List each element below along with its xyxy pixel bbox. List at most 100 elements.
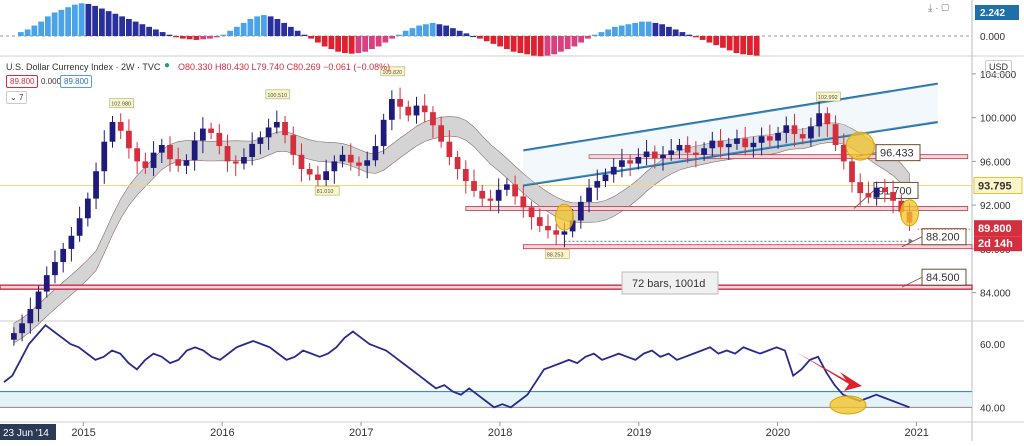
candle-body xyxy=(43,275,50,292)
candle-body xyxy=(421,105,428,113)
macd-bar xyxy=(618,25,625,36)
x-tick-label: 2020 xyxy=(766,427,790,439)
pivot-annotation-label: 100.510 xyxy=(267,93,287,99)
rsi-highlight-marker xyxy=(829,395,867,415)
candle-body xyxy=(257,137,264,144)
macd-bar xyxy=(389,36,396,39)
macd-bar xyxy=(686,34,693,36)
currency-button[interactable]: USD xyxy=(985,60,1013,74)
candle-body xyxy=(454,157,461,170)
lock-icon[interactable]: ⤓ xyxy=(928,3,933,14)
candle-body xyxy=(561,231,568,235)
measure-box xyxy=(621,271,719,295)
macd-bar xyxy=(159,32,166,36)
candle-body xyxy=(397,99,403,107)
macd-bar xyxy=(450,28,456,36)
moving-average-cloud xyxy=(13,116,910,344)
channel-lower-line xyxy=(523,120,938,187)
candle-body xyxy=(298,154,305,170)
macd-bar xyxy=(355,36,362,53)
last-price-badge xyxy=(974,220,1022,237)
macd-bar xyxy=(753,36,760,56)
macd-bar xyxy=(99,8,105,36)
pivot-annotation-box xyxy=(109,98,134,108)
macd-bar xyxy=(747,36,753,55)
macd-bar xyxy=(612,26,618,36)
macd-bar xyxy=(301,34,308,36)
macd-bar xyxy=(740,36,747,55)
macd-bar xyxy=(713,36,720,46)
pivot-annotation-label: 88.253 xyxy=(547,253,564,259)
chip-right[interactable]: 89.800 xyxy=(60,75,93,88)
candle-body xyxy=(890,192,896,201)
chip-left[interactable]: 89.800 xyxy=(6,75,39,88)
macd-bar xyxy=(645,21,652,36)
highlight-marker xyxy=(845,131,875,161)
candle-body xyxy=(545,225,551,231)
candle-body xyxy=(569,220,576,232)
macd-bar xyxy=(510,36,517,52)
candle-body xyxy=(602,174,609,182)
macd-bar xyxy=(672,29,679,36)
macd-bar xyxy=(477,36,483,39)
macd-bar xyxy=(585,36,591,39)
red-arrow-icon xyxy=(796,352,862,391)
candle-body xyxy=(619,160,625,167)
macd-bar xyxy=(18,32,24,36)
macd-bar xyxy=(429,22,436,36)
candle-body xyxy=(84,198,91,219)
more-icon[interactable]: · xyxy=(935,3,939,14)
candle-body xyxy=(734,138,740,144)
macd-bar xyxy=(497,36,504,47)
x-tick-label: 2015 xyxy=(71,427,95,439)
macd-bar xyxy=(31,25,38,36)
price-tick-label: 96.000 xyxy=(980,157,1011,168)
settings-icon[interactable]: ▢ xyxy=(941,3,949,14)
macd-bar xyxy=(443,25,450,36)
candle-body xyxy=(775,132,781,141)
candle-body xyxy=(438,125,445,142)
candle-body xyxy=(134,148,141,162)
candle-body xyxy=(725,143,732,148)
candle-body xyxy=(11,333,17,340)
highlight-marker xyxy=(554,203,574,231)
pivot-annotation-label: 102.980 xyxy=(111,102,131,108)
macd-bar xyxy=(328,36,335,50)
macd-bar xyxy=(153,29,159,36)
macd-bar xyxy=(531,36,537,56)
candle-body xyxy=(816,113,823,127)
level-callout-box xyxy=(921,268,967,286)
candle-body xyxy=(676,144,683,151)
candle-body xyxy=(857,182,864,194)
candle-body xyxy=(479,190,486,199)
candle-body xyxy=(873,187,880,198)
macd-zero-label: 0.000 xyxy=(980,32,1005,43)
ohlc-readout: O80.330 H80.430 L79.740 C80.269 −0.061 (… xyxy=(178,62,391,72)
indicator-toggle[interactable]: ⌄ 7 xyxy=(6,91,28,104)
macd-bar xyxy=(220,34,227,36)
macd-bar xyxy=(578,36,585,43)
macd-bar xyxy=(537,36,544,57)
macd-bar xyxy=(416,25,423,36)
macd-bar xyxy=(591,34,598,36)
measure-arrowhead xyxy=(908,238,914,245)
price-tick-label: 84.000 xyxy=(980,289,1011,300)
channel-fill xyxy=(523,83,938,186)
macd-bar xyxy=(726,36,733,51)
macd-bar xyxy=(213,36,220,38)
macd-bar xyxy=(267,16,274,36)
candle-body xyxy=(126,130,132,149)
candle-body xyxy=(832,124,839,145)
macd-bar xyxy=(733,36,740,53)
candle-body xyxy=(693,152,699,155)
macd-bar xyxy=(92,5,99,37)
pivot-annotation-box xyxy=(544,249,570,259)
x-tick-label: 2016 xyxy=(210,427,234,439)
candle-body xyxy=(241,157,247,164)
macd-bar xyxy=(288,26,294,36)
candle-body xyxy=(388,99,395,120)
level-callout-label: 84.500 xyxy=(926,272,960,284)
candle-body xyxy=(766,136,773,141)
macd-bar xyxy=(605,29,612,36)
